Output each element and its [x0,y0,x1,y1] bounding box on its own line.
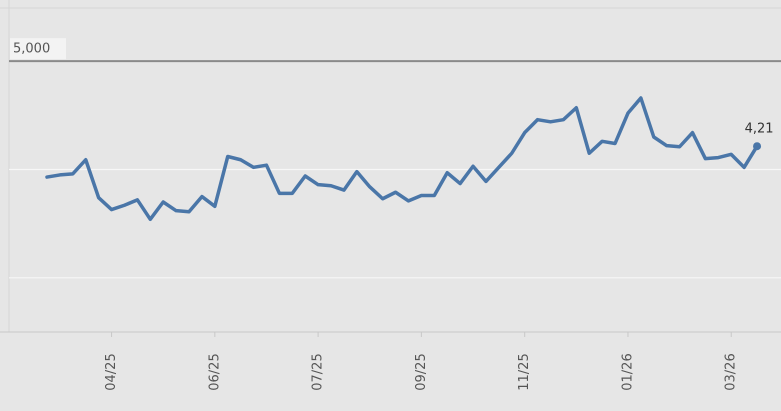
end-point [753,142,762,151]
value-label: 4,21 [745,122,774,137]
x-tick-label: 03/26 [724,353,739,390]
x-tick-label: 11/25 [517,353,532,390]
x-tick-label: 07/25 [311,353,326,390]
x-tick-label: 04/25 [104,353,119,390]
x-tick-label: 06/25 [207,353,222,390]
reference-label: 5,000 [13,42,50,57]
x-tick-label: 01/26 [620,353,635,390]
x-tick-label: 09/25 [414,353,429,390]
reference-label-box [10,38,66,60]
line [45,96,759,222]
